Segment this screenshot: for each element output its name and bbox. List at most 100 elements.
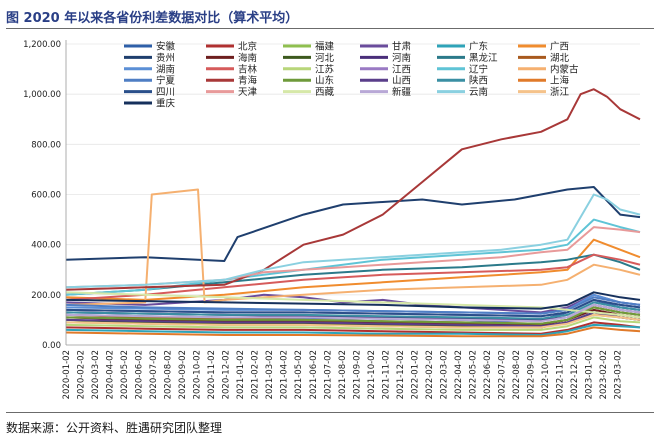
legend-label: 湖北: [550, 53, 570, 64]
series-line: [65, 218, 641, 296]
x-tick-label: 2020-01-02: [62, 350, 72, 399]
legend-item: 福建: [283, 41, 335, 53]
legend-label: 山东: [315, 75, 334, 87]
series-line: [65, 291, 641, 310]
legend-label: 安徽: [156, 41, 176, 53]
legend-item: 广西: [518, 41, 569, 53]
legend-label: 广西: [550, 41, 569, 53]
x-tick-label: 2020-12-02: [222, 350, 232, 399]
legend-item: 青海: [206, 75, 258, 87]
legend-label: 江西: [392, 64, 411, 75]
legend-item: 山西: [360, 76, 411, 87]
series-line: [65, 316, 641, 331]
x-tick-label: 2021-03-02: [265, 350, 275, 399]
x-tick-label: 2022-10-02: [541, 350, 551, 399]
legend-label: 甘肃: [392, 41, 411, 53]
x-tick-label: 2021-02-02: [251, 350, 261, 399]
x-tick-label: 2022-05-02: [468, 350, 478, 399]
legend-label: 江苏: [315, 63, 335, 75]
x-tick-label: 2020-07-02: [149, 350, 159, 399]
series-line: [65, 301, 641, 320]
x-tick-label: 2021-09-02: [352, 350, 362, 399]
legend-label: 浙江: [550, 86, 570, 98]
x-tick-label: 2021-06-02: [309, 350, 319, 399]
x-tick-label: 2022-04-02: [454, 350, 464, 399]
x-tick-label: 2020-03-02: [91, 350, 101, 399]
x-tick-label: 2020-04-02: [106, 350, 116, 399]
series-line: [65, 186, 641, 262]
source-bar: 数据来源：公开资料、胜遇研究团队整理: [6, 412, 654, 439]
x-tick-label: 2020-09-02: [178, 350, 188, 399]
x-tick-label: 2020-06-02: [135, 350, 145, 399]
legend-item: 安徽: [124, 41, 176, 53]
series-line: [65, 291, 641, 319]
y-tick-label: 1,000.00: [23, 90, 61, 100]
series-line: [65, 253, 641, 301]
legend-label: 海南: [238, 52, 257, 64]
y-tick-label: 400.00: [31, 241, 61, 251]
legend-item: 河北: [283, 52, 335, 64]
legend-item: 辽宁: [437, 63, 488, 75]
legend-label: 河北: [315, 52, 335, 64]
x-tick-label: 2022-07-02: [497, 350, 507, 399]
legend-label: 山西: [392, 76, 411, 87]
x-tick-label: 2022-09-02: [526, 350, 536, 399]
legend-item: 浙江: [518, 86, 570, 98]
legend-label: 新疆: [392, 86, 412, 98]
x-tick-label: 2022-01-02: [410, 350, 420, 399]
y-tick-label: 600.00: [31, 191, 61, 201]
series-line: [65, 321, 641, 335]
x-tick-label: 2020-02-02: [77, 350, 87, 399]
x-tick-label: 2020-11-02: [207, 350, 217, 399]
legend-item: 宁夏: [124, 75, 176, 87]
series-line: [65, 296, 641, 315]
y-tick-label: 0.00: [42, 341, 61, 351]
legend-item: 新疆: [360, 86, 412, 98]
legend-item: 吉林: [206, 63, 258, 75]
y-tick-label: 800.00: [31, 140, 61, 150]
legend-label: 四川: [156, 87, 175, 98]
series-line: [65, 313, 641, 329]
legend-label: 河南: [392, 52, 411, 64]
y-tick-label: 1,200.00: [23, 40, 61, 50]
legend-label: 辽宁: [469, 63, 488, 75]
x-tick-label: 2020-08-02: [164, 350, 174, 399]
legend-label: 吉林: [238, 63, 258, 75]
legend-label: 重庆: [156, 98, 176, 110]
legend-item: 黑龙江: [437, 52, 498, 64]
legend-label: 福建: [315, 41, 335, 53]
series-line: [65, 303, 641, 323]
legend-item: 广东: [437, 41, 488, 53]
legend-item: 甘肃: [360, 41, 411, 53]
legend-item: 陕西: [437, 75, 488, 87]
legend-label: 上海: [550, 75, 570, 87]
legend-label: 西藏: [315, 86, 335, 98]
legend-item: 湖南: [124, 63, 175, 75]
x-tick-label: 2020-05-02: [120, 350, 130, 399]
series-line: [65, 323, 641, 336]
x-tick-label: 2022-06-02: [483, 350, 493, 399]
legend-item: 贵州: [124, 52, 175, 64]
chart-title: 图 2020 年以来各省份利差数据对比（算术平均）: [6, 11, 299, 26]
legend-item: 四川: [124, 87, 175, 98]
legend-item: 湖北: [518, 53, 570, 64]
x-tick-label: 2023-03-02: [614, 350, 624, 399]
x-tick-label: 2021-10-02: [367, 350, 377, 399]
x-tick-label: 2021-12-02: [396, 350, 406, 399]
legend-item: 江苏: [283, 63, 335, 75]
legend-item: 云南: [437, 86, 488, 98]
legend-label: 宁夏: [156, 75, 176, 87]
legend-label: 陕西: [469, 75, 488, 87]
legend-label: 内蒙古: [550, 63, 579, 75]
legend-label: 天津: [238, 87, 258, 98]
legend-item: 重庆: [124, 98, 176, 110]
legend-label: 湖南: [156, 63, 175, 75]
x-tick-label: 2022-08-02: [512, 350, 522, 399]
legend-label: 贵州: [156, 52, 175, 64]
series-line: [65, 193, 641, 289]
series-line: [65, 326, 641, 338]
legend-label: 青海: [238, 75, 258, 87]
x-tick-label: 2021-01-02: [236, 350, 246, 399]
